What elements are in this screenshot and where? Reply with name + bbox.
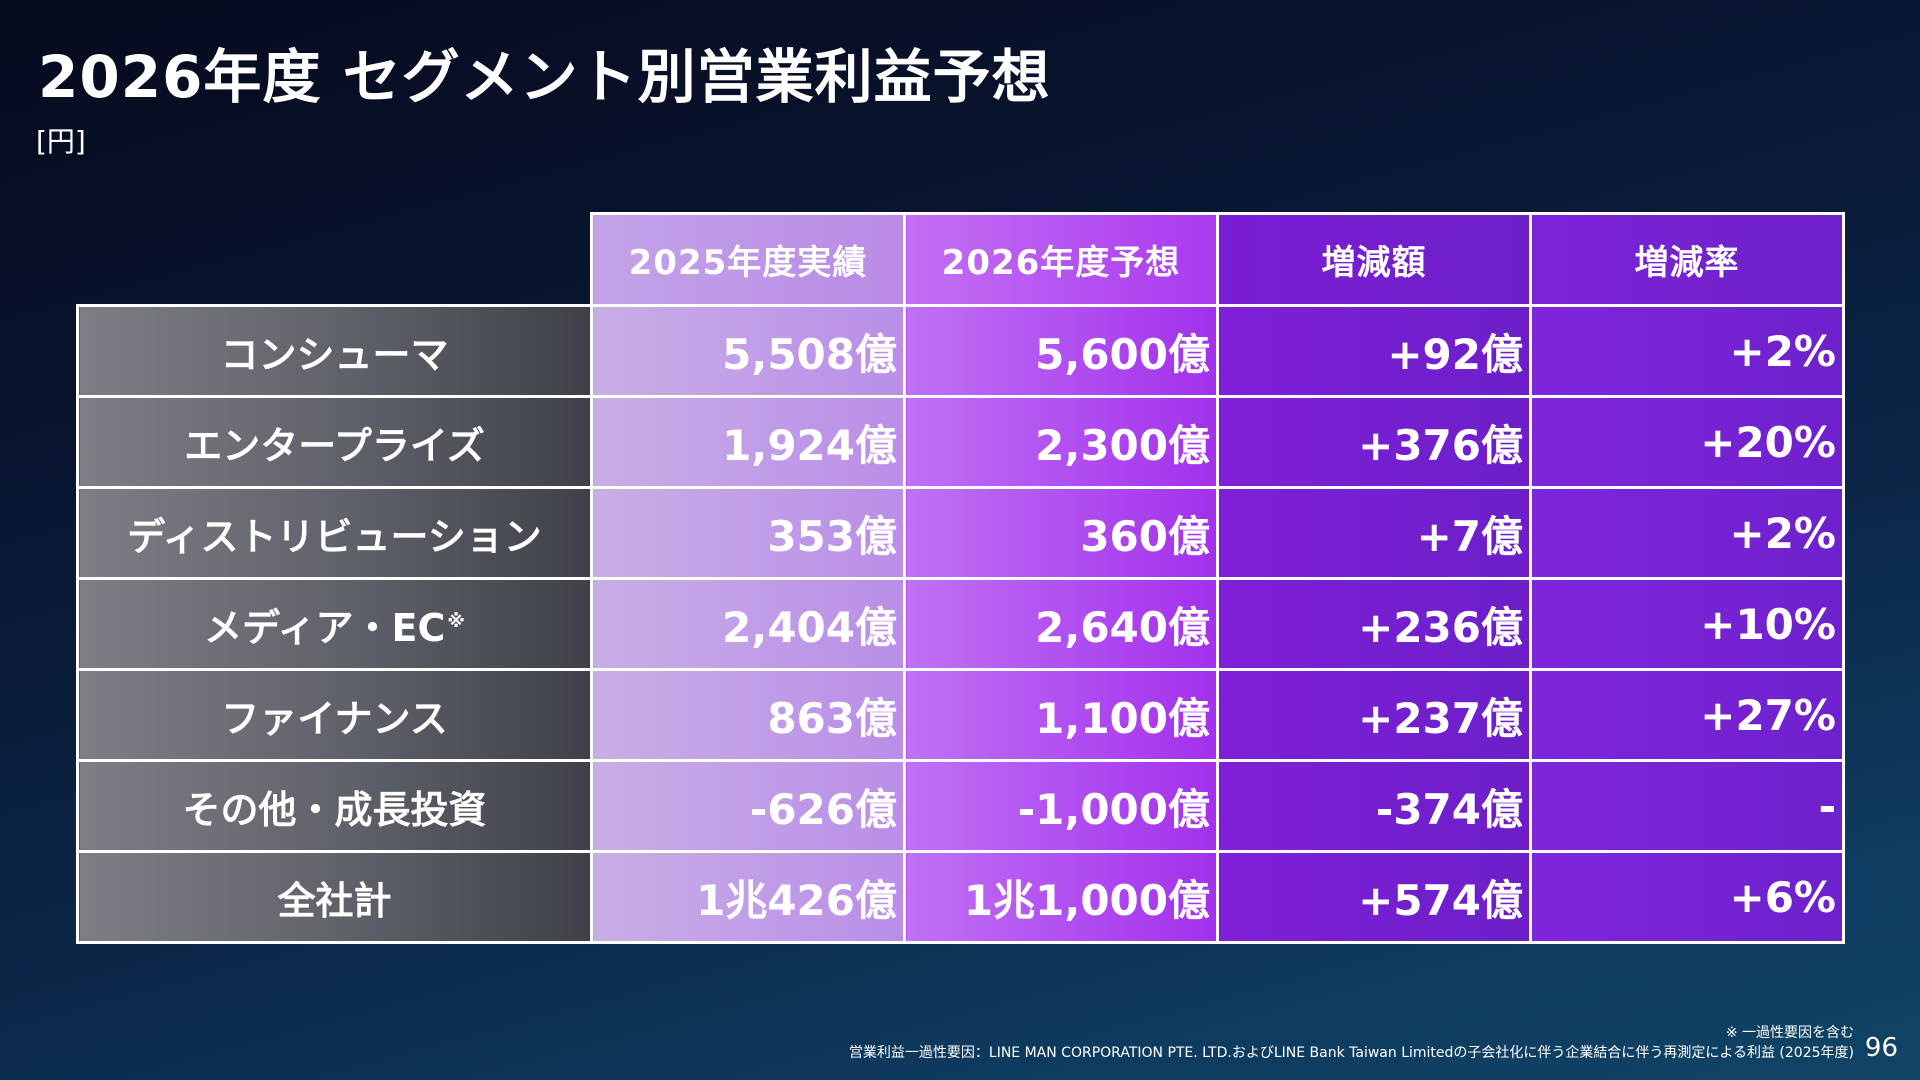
cell-rate: +20% xyxy=(1529,395,1845,489)
footnote-one-time: ※ 一過性要因を含む xyxy=(1725,1025,1854,1041)
cell-2025: 5,508億 xyxy=(590,304,906,398)
cell-rate: +27% xyxy=(1529,668,1845,762)
header-change-rate: 増減率 xyxy=(1529,212,1845,307)
cell-rate: +2% xyxy=(1529,304,1845,398)
page-title: 2026年度 セグメント別営業利益予想 xyxy=(38,43,1051,111)
table-row: ファイナンス 863億 1,100億 +237億 +27% xyxy=(76,668,1845,762)
row-label-enterprise: エンタープライズ xyxy=(76,395,593,489)
row-label-consumer: コンシューマ xyxy=(76,304,593,398)
header-change-amount: 増減額 xyxy=(1216,212,1532,307)
cell-2025: 1,924億 xyxy=(590,395,906,489)
cell-2025: 863億 xyxy=(590,668,906,762)
row-label-media-ec: メディア・EC ※ xyxy=(76,577,593,671)
row-label-other-growth: その他・成長投資 xyxy=(76,759,593,853)
cell-2026: 1,100億 xyxy=(903,668,1219,762)
segment-profit-table: 2025年度実績 2026年度予想 増減額 増減率 コンシューマ 5,508億 … xyxy=(76,212,1845,944)
cell-2026: -1,000億 xyxy=(903,759,1219,853)
cell-rate: +2% xyxy=(1529,486,1845,580)
row-label-distribution: ディストリビューション xyxy=(76,486,593,580)
cell-diff: +376億 xyxy=(1216,395,1532,489)
row-label-finance: ファイナンス xyxy=(76,668,593,762)
row-label-total: 全社計 xyxy=(76,850,593,944)
page-number: 96 xyxy=(1864,1033,1898,1063)
cell-diff: +92億 xyxy=(1216,304,1532,398)
table-row: 全社計 1兆426億 1兆1,000億 +574億 +6% xyxy=(76,850,1845,944)
cell-diff: +236億 xyxy=(1216,577,1532,671)
cell-2026: 2,300億 xyxy=(903,395,1219,489)
cell-2025: 2,404億 xyxy=(590,577,906,671)
cell-2026: 2,640億 xyxy=(903,577,1219,671)
table-row: コンシューマ 5,508億 5,600億 +92億 +2% xyxy=(76,304,1845,398)
table-header-row: 2025年度実績 2026年度予想 増減額 増減率 xyxy=(78,212,1845,307)
cell-diff: +7億 xyxy=(1216,486,1532,580)
cell-2025: 1兆426億 xyxy=(590,850,906,944)
header-2026-forecast: 2026年度予想 xyxy=(903,212,1219,307)
table-row: エンタープライズ 1,924億 2,300億 +376億 +20% xyxy=(76,395,1845,489)
cell-2025: -626億 xyxy=(590,759,906,853)
row-label-media-ec-text: メディア・EC xyxy=(204,605,446,650)
cell-2025: 353億 xyxy=(590,486,906,580)
table-row: ディストリビューション 353億 360億 +7億 +2% xyxy=(76,486,1845,580)
table-row: その他・成長投資 -626億 -1,000億 -374億 - xyxy=(76,759,1845,853)
cell-diff: +237億 xyxy=(1216,668,1532,762)
table-row: メディア・EC ※ 2,404億 2,640億 +236億 +10% xyxy=(76,577,1845,671)
cell-diff: +574億 xyxy=(1216,850,1532,944)
header-blank-cell xyxy=(78,214,592,306)
cell-diff: -374億 xyxy=(1216,759,1532,853)
cell-rate: - xyxy=(1529,759,1845,853)
header-2025-actual: 2025年度実績 xyxy=(590,212,906,307)
footnote-mark: ※ xyxy=(447,610,465,632)
footnote-detail: 営業利益一過性要因：LINE MAN CORPORATION PTE. LTD.… xyxy=(848,1045,1854,1061)
cell-rate: +10% xyxy=(1529,577,1845,671)
cell-2026: 5,600億 xyxy=(903,304,1219,398)
cell-2026: 360億 xyxy=(903,486,1219,580)
cell-2026: 1兆1,000億 xyxy=(903,850,1219,944)
unit-label: [円] xyxy=(36,125,86,158)
cell-rate: +6% xyxy=(1529,850,1845,944)
